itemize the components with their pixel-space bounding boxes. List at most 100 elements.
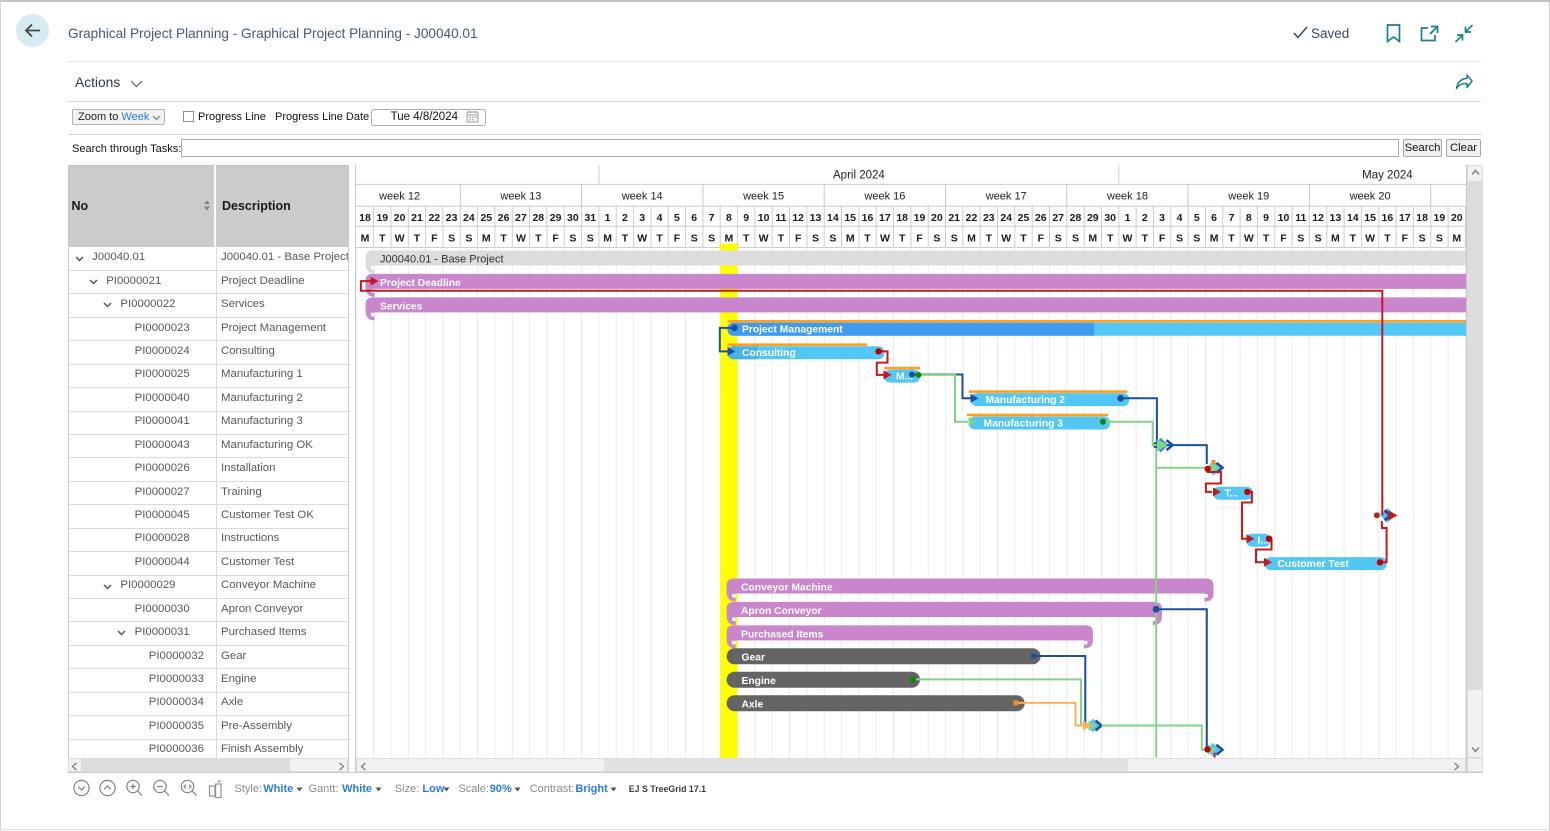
- svg-text:W: W: [516, 233, 526, 245]
- svg-text:13: 13: [810, 212, 822, 224]
- svg-text:23: 23: [446, 212, 458, 224]
- svg-text:W: W: [759, 233, 769, 245]
- svg-text:F: F: [1038, 233, 1045, 245]
- svg-text:29: 29: [550, 212, 562, 224]
- svg-text:25: 25: [480, 212, 492, 224]
- svg-text:9: 9: [743, 212, 749, 224]
- svg-text:F: F: [1159, 233, 1166, 245]
- svg-text:W: W: [1001, 233, 1011, 245]
- svg-text:Consulting: Consulting: [742, 348, 796, 359]
- svg-text:W: W: [1365, 233, 1375, 245]
- svg-text:S: S: [691, 233, 698, 245]
- svg-text:2: 2: [1142, 212, 1148, 224]
- svg-text:S: S: [587, 233, 594, 245]
- svg-text:T...: T...: [1225, 489, 1239, 500]
- svg-text:F: F: [795, 233, 802, 245]
- svg-text:T: T: [1384, 233, 1391, 245]
- svg-text:S: S: [465, 233, 472, 245]
- svg-text:14: 14: [827, 212, 839, 224]
- svg-text:4: 4: [657, 212, 663, 224]
- svg-text:17: 17: [1399, 212, 1411, 224]
- svg-text:4: 4: [1177, 212, 1183, 224]
- svg-text:week 16: week 16: [863, 191, 905, 203]
- svg-text:M: M: [1331, 233, 1340, 245]
- svg-text:Manufacturing 3: Manufacturing 3: [984, 418, 1064, 429]
- svg-text:Purchased Items: Purchased Items: [741, 629, 824, 640]
- svg-text:T: T: [1350, 233, 1357, 245]
- svg-text:Gear: Gear: [742, 653, 765, 664]
- svg-text:27: 27: [515, 212, 527, 224]
- svg-text:5: 5: [674, 212, 680, 224]
- svg-text:27: 27: [1052, 212, 1064, 224]
- svg-text:S: S: [1419, 233, 1426, 245]
- svg-text:W: W: [395, 233, 405, 245]
- svg-text:21: 21: [948, 212, 960, 224]
- svg-text:Conveyor Machine: Conveyor Machine: [741, 582, 833, 593]
- svg-text:S: S: [569, 233, 576, 245]
- svg-text:week 19: week 19: [1227, 191, 1269, 203]
- svg-text:Project Management: Project Management: [742, 325, 843, 336]
- svg-text:M: M: [1210, 233, 1219, 245]
- svg-text:W: W: [1244, 233, 1254, 245]
- svg-text:week 20: week 20: [1349, 191, 1391, 203]
- svg-text:6: 6: [691, 212, 697, 224]
- svg-text:T: T: [656, 233, 663, 245]
- svg-text:30: 30: [567, 212, 579, 224]
- svg-text:22: 22: [428, 212, 440, 224]
- svg-text:Project Deadline: Project Deadline: [380, 278, 461, 289]
- svg-text:31: 31: [584, 212, 596, 224]
- svg-text:Services: Services: [380, 301, 423, 312]
- svg-text:T: T: [743, 233, 750, 245]
- svg-text:April 2024: April 2024: [833, 170, 885, 182]
- svg-text:S: S: [933, 233, 940, 245]
- svg-text:S: S: [1176, 233, 1183, 245]
- svg-text:T: T: [535, 233, 542, 245]
- svg-text:F: F: [552, 233, 559, 245]
- svg-text:16: 16: [1382, 212, 1394, 224]
- svg-text:T: T: [622, 233, 629, 245]
- svg-text:T: T: [379, 233, 386, 245]
- svg-text:12: 12: [1312, 212, 1324, 224]
- svg-text:17: 17: [879, 212, 891, 224]
- svg-text:21: 21: [411, 212, 423, 224]
- svg-text:26: 26: [1035, 212, 1047, 224]
- svg-text:S: S: [1297, 233, 1304, 245]
- svg-text:W: W: [1123, 233, 1133, 245]
- svg-text:3: 3: [639, 212, 645, 224]
- svg-text:8: 8: [726, 212, 732, 224]
- svg-text:F: F: [1402, 233, 1409, 245]
- svg-text:19: 19: [914, 212, 926, 224]
- svg-text:Customer Test: Customer Test: [1278, 559, 1350, 570]
- svg-text:20: 20: [1451, 212, 1463, 224]
- svg-text:T: T: [1228, 233, 1235, 245]
- svg-text:28: 28: [532, 212, 544, 224]
- svg-text:T: T: [899, 233, 906, 245]
- svg-text:W: W: [880, 233, 890, 245]
- svg-text:T: T: [1107, 233, 1114, 245]
- svg-text:F: F: [674, 233, 681, 245]
- svg-text:7: 7: [1229, 212, 1235, 224]
- svg-text:T: T: [1142, 233, 1149, 245]
- svg-text:week 15: week 15: [742, 191, 784, 203]
- svg-text:May 2024: May 2024: [1362, 170, 1413, 182]
- svg-text:28: 28: [1070, 212, 1082, 224]
- svg-text:18: 18: [359, 212, 371, 224]
- svg-text:S: S: [1436, 233, 1443, 245]
- svg-text:S: S: [1193, 233, 1200, 245]
- svg-text:16: 16: [862, 212, 874, 224]
- svg-text:T: T: [414, 233, 421, 245]
- svg-text:20: 20: [931, 212, 943, 224]
- svg-text:S: S: [1055, 233, 1062, 245]
- svg-text:S: S: [1072, 233, 1079, 245]
- svg-text:week 12: week 12: [378, 191, 420, 203]
- svg-text:26: 26: [498, 212, 510, 224]
- svg-text:M: M: [1452, 233, 1461, 245]
- svg-text:I...: I...: [1258, 536, 1270, 547]
- svg-text:M: M: [603, 233, 612, 245]
- svg-text:6: 6: [1211, 212, 1217, 224]
- svg-text:19: 19: [376, 212, 388, 224]
- svg-text:19: 19: [1434, 212, 1446, 224]
- svg-text:15: 15: [844, 212, 856, 224]
- svg-text:3: 3: [1159, 212, 1165, 224]
- svg-text:29: 29: [1087, 212, 1099, 224]
